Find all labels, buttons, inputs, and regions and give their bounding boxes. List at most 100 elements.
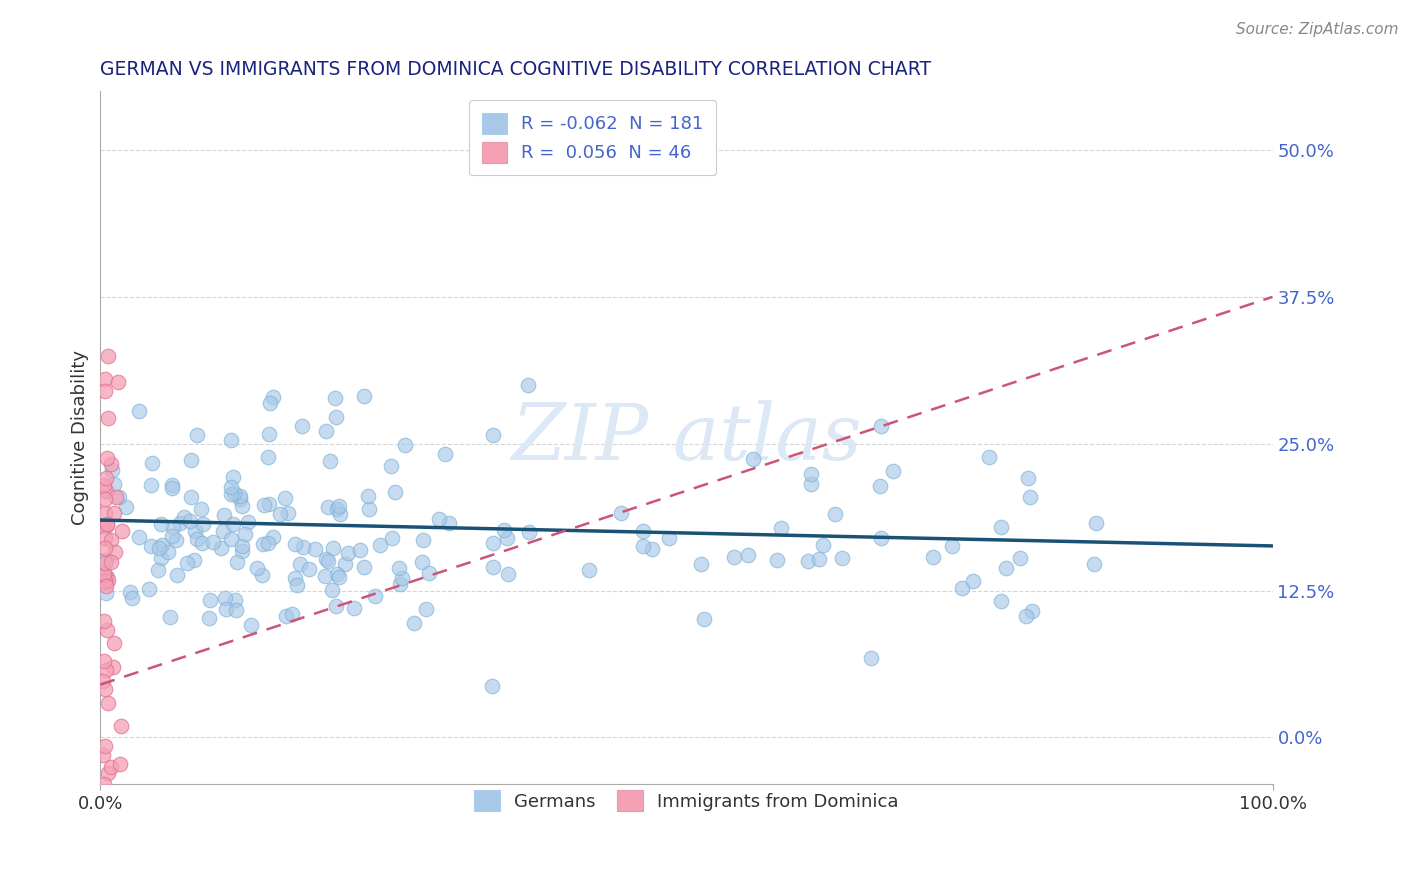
Point: [381, 531, 404, 545]
Point: [93, 556, 115, 570]
Point: [91, 674, 114, 689]
Point: [831, 550, 853, 565]
Point: [94, 579, 117, 593]
Point: [402, 615, 425, 630]
Point: [222, 486, 245, 500]
Point: [162, 520, 184, 534]
Point: [321, 583, 343, 598]
Point: [391, 571, 413, 585]
Point: [870, 418, 893, 433]
Point: [96, 517, 118, 532]
Point: [995, 561, 1018, 575]
Point: [166, 568, 188, 582]
Point: [274, 609, 297, 624]
Point: [141, 456, 163, 470]
Point: [212, 508, 235, 523]
Point: [326, 502, 349, 516]
Point: [285, 578, 308, 592]
Point: [179, 514, 201, 528]
Point: [434, 446, 457, 460]
Point: [1017, 471, 1039, 485]
Point: [578, 563, 600, 577]
Point: [148, 541, 170, 555]
Point: [384, 484, 406, 499]
Point: [280, 607, 302, 621]
Point: [1018, 490, 1040, 504]
Point: [1084, 516, 1107, 531]
Point: [315, 552, 337, 566]
Point: [100, 457, 122, 471]
Point: [329, 507, 352, 521]
Point: [380, 459, 402, 474]
Point: [97, 765, 120, 780]
Point: [190, 536, 212, 550]
Point: [869, 479, 891, 493]
Point: [225, 603, 247, 617]
Point: [298, 562, 321, 576]
Point: [412, 533, 434, 547]
Point: [990, 594, 1012, 608]
Point: [96, 450, 118, 465]
Point: [388, 577, 411, 591]
Point: [357, 502, 380, 516]
Point: [94, 739, 117, 753]
Point: [139, 477, 162, 491]
Point: [222, 517, 245, 532]
Point: [215, 602, 238, 616]
Point: [239, 618, 262, 632]
Point: [128, 530, 150, 544]
Point: [769, 521, 792, 535]
Point: [640, 541, 662, 556]
Point: [236, 515, 259, 529]
Point: [292, 540, 315, 554]
Point: [742, 452, 765, 467]
Point: [257, 536, 280, 550]
Point: [180, 490, 202, 504]
Point: [169, 516, 191, 531]
Point: [962, 574, 984, 588]
Point: [246, 561, 269, 575]
Point: [418, 566, 440, 580]
Point: [482, 535, 505, 549]
Point: [97, 574, 120, 588]
Point: [103, 636, 125, 650]
Point: [149, 550, 172, 565]
Point: [231, 540, 253, 554]
Point: [800, 477, 823, 491]
Point: [166, 533, 188, 548]
Point: [1008, 551, 1031, 566]
Point: [824, 507, 846, 521]
Point: [94, 574, 117, 588]
Point: [363, 590, 385, 604]
Point: [882, 464, 904, 478]
Point: [482, 428, 505, 442]
Point: [93, 567, 115, 582]
Point: [349, 542, 371, 557]
Point: [304, 541, 326, 556]
Point: [219, 487, 242, 501]
Point: [180, 453, 202, 467]
Point: [870, 532, 893, 546]
Point: [316, 553, 339, 567]
Point: [160, 477, 183, 491]
Point: [94, 492, 117, 507]
Point: [859, 651, 882, 665]
Point: [291, 419, 314, 434]
Point: [93, 777, 115, 791]
Point: [325, 410, 347, 425]
Point: [103, 477, 125, 491]
Point: [370, 538, 392, 552]
Point: [723, 549, 745, 564]
Point: [183, 552, 205, 566]
Point: [173, 510, 195, 524]
Point: [93, 615, 115, 629]
Point: [96, 586, 118, 600]
Point: [219, 480, 242, 494]
Point: [257, 450, 280, 464]
Point: [516, 378, 538, 392]
Point: [737, 548, 759, 562]
Point: [91, 519, 114, 533]
Point: [231, 499, 253, 513]
Point: [159, 610, 181, 624]
Point: [252, 537, 274, 551]
